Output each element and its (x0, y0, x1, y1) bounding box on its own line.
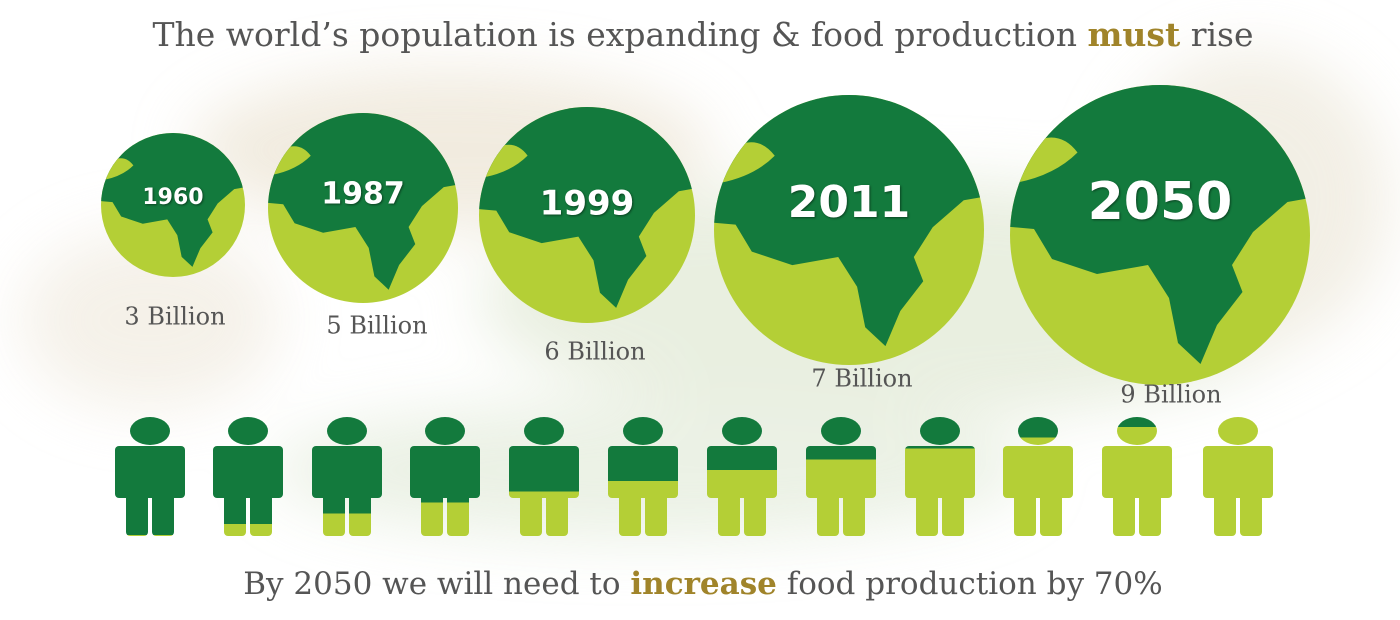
person-leg (1014, 494, 1036, 536)
title-emphasis: must (1087, 15, 1180, 54)
person (213, 417, 283, 536)
person-body (312, 446, 382, 498)
person-head (524, 417, 564, 445)
globe-year: 2050 (1088, 172, 1233, 232)
person-leg (1240, 494, 1262, 536)
person-leg (619, 494, 641, 536)
footer-text: food production by 70% (777, 566, 1163, 602)
person-body (213, 446, 283, 498)
person (1003, 417, 1073, 536)
person-leg (126, 494, 148, 536)
person-leg (447, 494, 469, 536)
globe-population: 6 Billion (544, 338, 645, 366)
globe-year: 1960 (142, 185, 203, 210)
person (608, 417, 678, 536)
title-text: rise (1180, 15, 1253, 54)
title: The world’s population is expanding & fo… (152, 15, 1253, 54)
people (115, 417, 1273, 536)
person-leg (1113, 494, 1135, 536)
person-head (425, 417, 465, 445)
person-leg (520, 494, 542, 536)
person-body (1203, 446, 1273, 498)
person-leg (421, 494, 443, 536)
person-head (1018, 417, 1058, 445)
person-leg (817, 494, 839, 536)
person-leg (645, 494, 667, 536)
person (410, 417, 480, 536)
globe-population: 3 Billion (124, 303, 225, 331)
person-leg (843, 494, 865, 536)
footer: By 2050 we will need to increase food pr… (243, 566, 1162, 602)
person-body (806, 446, 876, 498)
person-leg (224, 494, 246, 536)
person (707, 417, 777, 536)
globe-population: 7 Billion (811, 365, 912, 393)
person-body (608, 446, 678, 498)
person-head (821, 417, 861, 445)
globe-year: 1999 (540, 184, 635, 224)
person-leg (250, 494, 272, 536)
person-body (410, 446, 480, 498)
title-text: The world’s population is expanding & fo… (152, 15, 1087, 54)
footer-emphasis: increase (630, 566, 777, 602)
person (1203, 417, 1273, 536)
globe-year: 1987 (321, 177, 405, 212)
person-body (115, 446, 185, 498)
globe-population: 9 Billion (1120, 381, 1221, 409)
person (312, 417, 382, 536)
person-head (722, 417, 762, 445)
person-leg (942, 494, 964, 536)
globe-population: 5 Billion (326, 312, 427, 340)
person-body (1003, 446, 1073, 498)
globe-year: 2011 (788, 177, 910, 228)
person-leg (744, 494, 766, 536)
person-leg (323, 494, 345, 536)
person-head (920, 417, 960, 445)
person (905, 417, 975, 536)
person-leg (546, 494, 568, 536)
person-leg (349, 494, 371, 536)
person-leg (1214, 494, 1236, 536)
person (509, 417, 579, 536)
person-head (327, 417, 367, 445)
person-body (1102, 446, 1172, 498)
person (806, 417, 876, 536)
person-body (509, 446, 579, 498)
person-leg (1040, 494, 1062, 536)
person (115, 417, 185, 536)
person-leg (718, 494, 740, 536)
person-head (130, 417, 170, 445)
person-head (1117, 417, 1157, 445)
person-head (1218, 417, 1258, 445)
person-body (707, 446, 777, 498)
person-leg (916, 494, 938, 536)
person-head (623, 417, 663, 445)
person-leg (1139, 494, 1161, 536)
footer-text: By 2050 we will need to (243, 566, 630, 602)
person-leg (152, 494, 174, 536)
person-head (228, 417, 268, 445)
person-body (905, 446, 975, 498)
person (1102, 417, 1172, 536)
